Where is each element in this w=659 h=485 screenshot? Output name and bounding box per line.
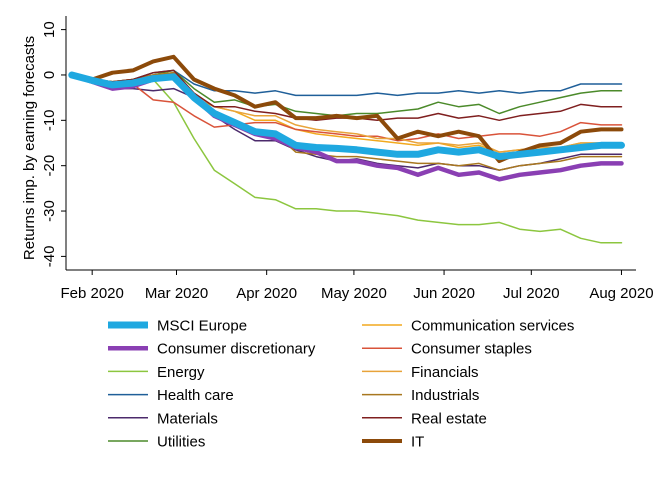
- series-lines: [68, 54, 625, 244]
- y-tick-label: -40: [41, 246, 58, 268]
- legend-label: Consumer staples: [411, 341, 532, 358]
- series-line-consumer-staples: [71, 74, 623, 142]
- series-line-energy: [71, 74, 623, 244]
- legend-label: Real estate: [411, 410, 487, 427]
- x-tick-label: Aug 2020: [589, 285, 653, 302]
- y-tick-label: 10: [41, 21, 58, 38]
- y-tick-label: 0: [41, 71, 58, 79]
- legend-label: Energy: [157, 364, 205, 381]
- series-line-it: [69, 54, 624, 164]
- legend-label: MSCI Europe: [157, 318, 247, 335]
- series-line-utilities: [71, 69, 623, 117]
- legend-label: Materials: [157, 410, 218, 427]
- x-tick-label: Feb 2020: [60, 285, 123, 302]
- y-tick-label: -10: [41, 109, 58, 131]
- x-tick-label: Jul 2020: [503, 285, 560, 302]
- series-line-industrials: [71, 71, 623, 171]
- legend-label: Industrials: [411, 387, 479, 404]
- x-tick-label: Jun 2020: [413, 285, 475, 302]
- legend-label: Financials: [411, 364, 479, 381]
- y-tick-label: -20: [41, 155, 58, 177]
- legend-label: IT: [411, 434, 424, 451]
- legend-label: Health care: [157, 387, 234, 404]
- legend-label: Communication services: [411, 318, 574, 335]
- series-line-financials: [71, 71, 623, 153]
- x-tick-label: Apr 2020: [236, 285, 297, 302]
- y-axis-label: Returns imp. by earning forecasts: [21, 36, 38, 260]
- series-line-msci-europe: [68, 71, 625, 161]
- legend-label: Consumer discretionary: [157, 341, 316, 358]
- series-line-communication-services: [71, 71, 623, 153]
- legend-label: Utilities: [157, 434, 205, 451]
- legend: MSCI Europe Consumer discretionary Energy H…: [108, 318, 574, 451]
- y-tick-label: -30: [41, 200, 58, 222]
- x-tick-label: May 2020: [321, 285, 387, 302]
- x-tick-label: Mar 2020: [145, 285, 208, 302]
